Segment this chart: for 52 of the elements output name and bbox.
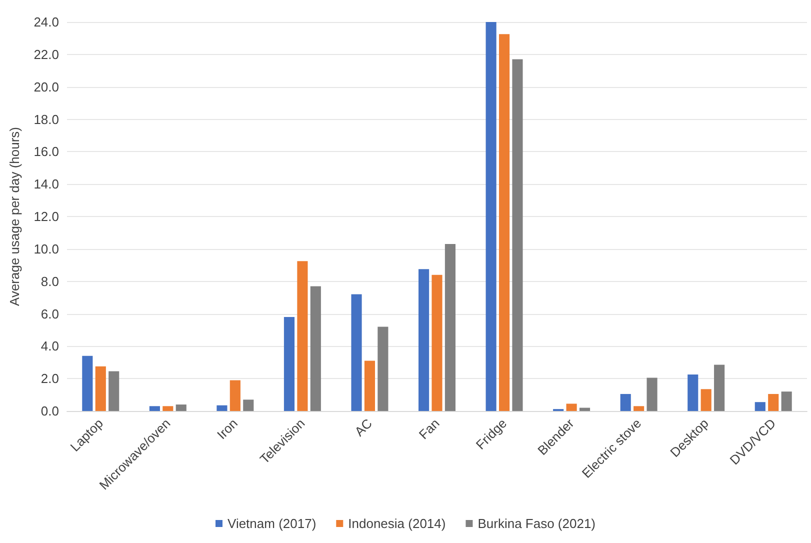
legend-label: Burkina Faso (2021) (478, 516, 596, 531)
bar (498, 34, 510, 411)
bar (700, 389, 712, 411)
bar (566, 404, 577, 411)
x-tick-label: Fan (416, 416, 442, 442)
legend-label: Vietnam (2017) (228, 516, 316, 531)
y-axis-title: Average usage per day (hours) (7, 127, 22, 306)
bar (284, 316, 295, 411)
bar (646, 378, 658, 411)
y-tick-label: 6.0 (40, 306, 59, 322)
bar (754, 402, 766, 411)
bar (297, 261, 308, 411)
y-tick-label: 18.0 (34, 112, 59, 127)
x-tick-label: AC (352, 416, 376, 440)
y-tick-label: 22.0 (34, 46, 59, 62)
bar (82, 356, 93, 411)
bar (768, 394, 779, 411)
bar (432, 274, 442, 411)
bar (418, 269, 430, 411)
bar (310, 286, 321, 411)
bar (688, 374, 698, 411)
bar (378, 326, 388, 411)
y-tick-label: 10.0 (34, 241, 59, 256)
bar (351, 294, 362, 411)
y-tick-label: 14.0 (34, 176, 59, 192)
bar (216, 405, 228, 411)
bar (579, 408, 590, 411)
y-tick-label: 24.0 (34, 14, 59, 30)
y-tick-label: 4.0 (40, 338, 59, 354)
bar (714, 364, 725, 411)
bar (108, 371, 120, 411)
bar (512, 59, 523, 411)
legend-label: Indonesia (2014) (348, 516, 446, 531)
y-tick-label: 8.0 (40, 274, 59, 289)
bar (176, 404, 186, 411)
bar (230, 380, 240, 411)
bar (620, 394, 631, 411)
y-tick-label: 2.0 (40, 371, 59, 386)
y-tick-label: 12.0 (34, 209, 59, 224)
y-tick-label: 20.0 (34, 79, 59, 94)
bar (95, 366, 106, 411)
bar (444, 244, 456, 411)
x-tick-label: Iron (214, 416, 240, 442)
bar (162, 406, 174, 411)
y-tick-label: 0.0 (40, 404, 59, 418)
y-tick-label: 16.0 (34, 144, 59, 160)
bar (634, 406, 644, 411)
bar (781, 392, 792, 411)
bar (149, 406, 160, 411)
bar (486, 22, 496, 411)
bar (364, 360, 376, 411)
bar (243, 400, 254, 411)
